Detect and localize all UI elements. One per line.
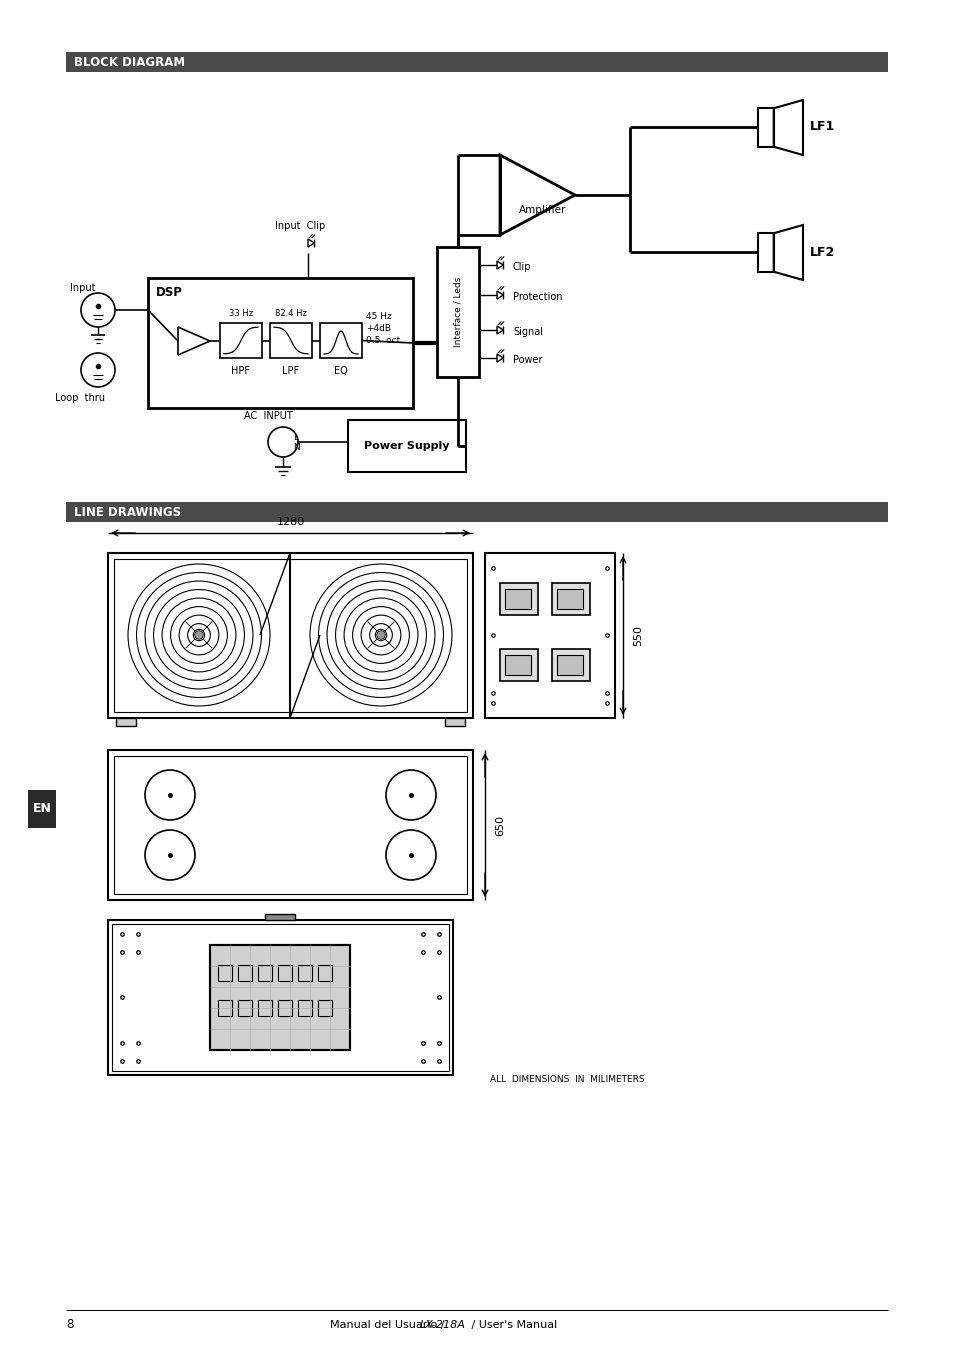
Bar [557, 589, 582, 609]
Text: Interface / Leds: Interface / Leds [453, 277, 462, 347]
Text: Amplifier: Amplifier [518, 205, 565, 215]
Text: LX-218A: LX-218A [419, 1320, 465, 1330]
Bar [108, 919, 453, 1075]
Bar [484, 554, 615, 718]
Bar [758, 234, 773, 271]
Bar [317, 1000, 332, 1017]
Bar [220, 323, 262, 358]
Text: Input  Clip: Input Clip [274, 221, 325, 231]
Bar [444, 718, 464, 726]
Bar [210, 945, 350, 1050]
Bar [499, 583, 537, 616]
Bar [758, 108, 773, 147]
Text: Input: Input [71, 284, 95, 293]
Bar [257, 1000, 272, 1017]
Circle shape [194, 630, 203, 640]
Text: / User's Manual: / User's Manual [468, 1320, 557, 1330]
Text: LF1: LF1 [809, 120, 835, 134]
Text: LF2: LF2 [809, 246, 835, 258]
Text: EQ: EQ [334, 366, 348, 377]
Bar [552, 649, 589, 682]
Bar [348, 420, 465, 472]
Text: Power: Power [513, 355, 542, 364]
Text: +4dB: +4dB [366, 324, 391, 333]
Text: Protection: Protection [513, 292, 562, 302]
Text: N: N [293, 443, 299, 451]
Bar [113, 756, 467, 894]
Bar [112, 923, 449, 1071]
Bar [319, 323, 361, 358]
Bar [265, 914, 294, 919]
Bar [277, 965, 292, 981]
Bar [436, 247, 478, 377]
Bar [297, 965, 312, 981]
Bar [113, 559, 467, 711]
Bar [504, 655, 531, 675]
Bar [237, 1000, 252, 1017]
Text: 550: 550 [633, 625, 642, 647]
Text: Signal: Signal [513, 327, 542, 338]
Text: EN: EN [32, 802, 51, 815]
Text: Power Supply: Power Supply [364, 441, 449, 451]
Text: 45 Hz: 45 Hz [366, 312, 392, 321]
Bar [66, 53, 887, 72]
Text: AC  INPUT: AC INPUT [243, 410, 292, 421]
Bar [257, 965, 272, 981]
Bar [504, 589, 531, 609]
Text: 0.5  oct: 0.5 oct [366, 336, 400, 346]
Bar [218, 1000, 232, 1017]
Text: 8: 8 [66, 1319, 73, 1331]
Text: 33 Hz: 33 Hz [229, 309, 253, 319]
Bar [66, 502, 887, 522]
Bar [108, 554, 473, 718]
Text: HPF: HPF [232, 366, 251, 377]
Circle shape [376, 630, 385, 640]
Bar [499, 649, 537, 682]
Bar [218, 965, 232, 981]
Text: Manual del Usuario /: Manual del Usuario / [330, 1320, 448, 1330]
Text: 82.4 Hz: 82.4 Hz [274, 309, 307, 319]
Bar [277, 1000, 292, 1017]
Bar [270, 323, 312, 358]
Text: LPF: LPF [282, 366, 299, 377]
Bar [148, 278, 413, 408]
Text: LINE DRAWINGS: LINE DRAWINGS [74, 505, 181, 518]
Bar [557, 655, 582, 675]
Text: DSP: DSP [156, 285, 183, 298]
Bar [317, 965, 332, 981]
Text: ALL  DIMENSIONS  IN  MILIMETERS: ALL DIMENSIONS IN MILIMETERS [490, 1076, 644, 1084]
Text: Clip: Clip [513, 262, 531, 271]
Text: BLOCK DIAGRAM: BLOCK DIAGRAM [74, 55, 185, 69]
Text: 1280: 1280 [276, 517, 304, 526]
Text: Loop  thru: Loop thru [55, 393, 105, 404]
Bar [108, 751, 473, 900]
Text: 650: 650 [495, 814, 504, 836]
Bar [297, 1000, 312, 1017]
Text: L: L [293, 433, 297, 443]
Bar [28, 790, 56, 828]
Bar [237, 965, 252, 981]
Bar [552, 583, 589, 616]
Bar [116, 718, 136, 726]
Bar [210, 945, 350, 1050]
